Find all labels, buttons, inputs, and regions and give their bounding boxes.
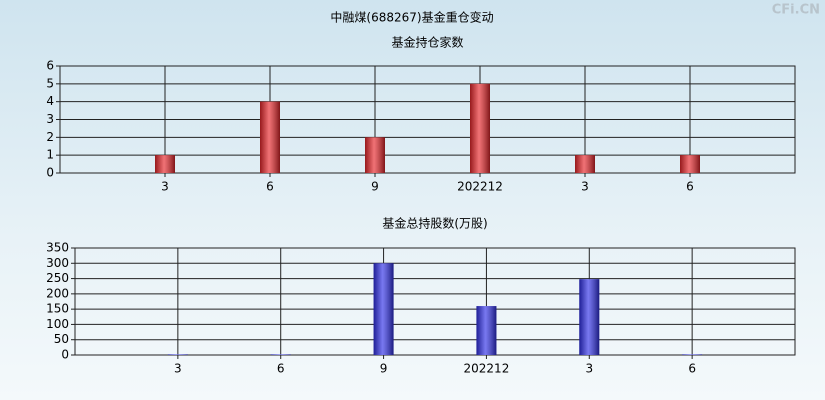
watermark: CFi.CN: [772, 3, 820, 18]
y-tick-label: 0: [61, 348, 69, 362]
chart-title: 基金持仓家数: [391, 35, 463, 50]
page-title: 中融煤(688267)基金重仓变动: [330, 10, 493, 25]
bar-shade: [470, 83, 490, 173]
x-tick-label: 202212: [464, 362, 510, 376]
x-tick-label: 9: [371, 180, 379, 194]
y-tick-label: 0: [46, 166, 54, 180]
bar-shade: [167, 354, 188, 355]
y-tick-label: 1: [46, 148, 54, 162]
y-tick-label: 250: [46, 271, 69, 285]
chart-title: 基金总持股数(万股): [382, 216, 487, 231]
x-tick-label: 3: [174, 362, 182, 376]
y-tick-label: 3: [46, 112, 54, 126]
y-tick-label: 6: [46, 59, 54, 73]
x-tick-label: 9: [380, 362, 388, 376]
y-tick-label: 150: [46, 302, 69, 316]
y-tick-label: 5: [46, 76, 54, 90]
bar-shade: [365, 137, 385, 173]
y-tick-label: 2: [46, 130, 54, 144]
x-tick-label: 6: [686, 180, 694, 194]
bar-shade: [155, 155, 175, 173]
bar-shade: [373, 263, 394, 355]
x-tick-label: 3: [161, 180, 169, 194]
x-tick-label: 202212: [457, 180, 503, 194]
bar-shade: [260, 101, 280, 173]
x-tick-label: 6: [688, 362, 696, 376]
x-tick-label: 6: [277, 362, 285, 376]
y-tick-label: 50: [54, 332, 69, 346]
x-tick-label: 6: [266, 180, 274, 194]
bar-shade: [579, 279, 600, 355]
x-tick-label: 3: [581, 180, 589, 194]
y-tick-label: 300: [46, 256, 69, 270]
bar-shade: [575, 155, 595, 173]
bar-shade: [476, 306, 497, 355]
plot-frame: [74, 247, 796, 356]
bar-shade: [682, 354, 703, 355]
y-tick-label: 100: [46, 317, 69, 331]
bar-shade: [680, 155, 700, 173]
bar-shade: [270, 354, 291, 355]
y-tick-label: 4: [46, 94, 54, 108]
x-tick-label: 3: [585, 362, 593, 376]
y-tick-label: 350: [46, 241, 69, 255]
y-tick-label: 200: [46, 286, 69, 300]
plot-frame: [59, 65, 796, 174]
